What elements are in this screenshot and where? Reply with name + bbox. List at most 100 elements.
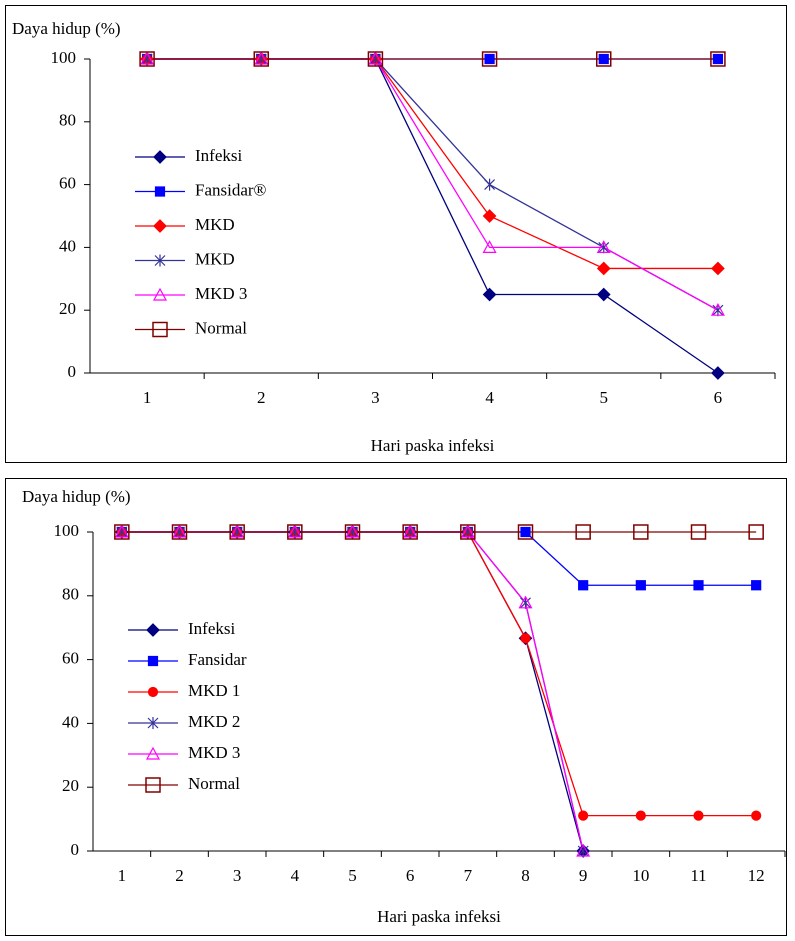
data-point	[287, 524, 303, 540]
y-tick-label: 100	[54, 521, 80, 540]
data-point	[230, 524, 245, 538]
x-tick-label: 2	[257, 388, 266, 407]
data-point	[403, 524, 418, 538]
legend-label: MKD	[195, 215, 235, 234]
data-point	[139, 51, 155, 67]
data-point	[368, 51, 383, 65]
data-point	[231, 526, 243, 538]
data-point	[484, 53, 495, 65]
y-tick-label: 20	[62, 776, 79, 795]
legend-marker	[147, 655, 159, 667]
data-point	[116, 526, 128, 538]
x-tick-label: 12	[748, 866, 765, 885]
data-point	[598, 53, 609, 65]
data-point	[710, 302, 725, 316]
x-tick-label: 1	[118, 866, 127, 885]
legend-marker	[145, 746, 161, 760]
data-point	[344, 524, 361, 540]
y-tick-label: 40	[62, 712, 79, 731]
data-point	[345, 524, 360, 538]
data-point	[404, 526, 416, 538]
data-point	[460, 524, 475, 538]
data-point	[481, 51, 498, 67]
legend-label: MKD 3	[188, 743, 240, 762]
data-point	[578, 580, 589, 591]
x-tick-label: 8	[521, 866, 530, 885]
data-point	[711, 261, 725, 276]
legend-marker	[152, 287, 168, 301]
data-point	[712, 304, 724, 317]
data-point	[578, 810, 589, 821]
legend-label: Infeksi	[188, 619, 235, 638]
x-tick-label: 4	[485, 388, 494, 407]
y-tick-label: 20	[59, 299, 76, 318]
data-point	[369, 53, 381, 65]
data-point	[576, 843, 591, 857]
data-point	[635, 810, 646, 821]
data-point	[518, 595, 533, 609]
data-point	[484, 178, 496, 191]
x-tick-label: 6	[406, 866, 415, 885]
data-point	[748, 524, 764, 540]
data-point	[229, 524, 245, 540]
data-point	[140, 51, 155, 65]
y-axis-label: Daya hidup (%)	[12, 19, 121, 38]
legend-label: MKD 1	[188, 681, 240, 700]
legend-marker	[153, 219, 167, 233]
legend-marker	[154, 254, 166, 267]
data-point	[289, 526, 301, 538]
data-point	[520, 633, 531, 644]
data-point	[141, 53, 153, 65]
chart-frame	[5, 5, 787, 463]
data-point	[520, 526, 531, 538]
series-line	[121, 531, 757, 586]
data-point	[287, 524, 302, 538]
y-tick-label: 60	[59, 174, 76, 193]
data-point	[710, 51, 726, 67]
legend-marker	[154, 186, 166, 197]
legend-marker	[146, 623, 160, 637]
data-point	[114, 524, 129, 538]
data-point	[633, 524, 649, 540]
y-tick-label: 100	[51, 48, 77, 67]
x-tick-label: 4	[291, 866, 300, 885]
x-tick-label: 2	[175, 866, 184, 885]
data-point	[482, 240, 497, 253]
x-tick-label: 5	[600, 388, 609, 407]
data-point	[711, 366, 725, 380]
legend-label: Fansidar®	[195, 180, 267, 199]
legend-label: Normal	[195, 318, 247, 337]
data-point	[114, 524, 130, 540]
legend-label: Infeksi	[195, 146, 242, 165]
x-axis-label: Hari paska infeksi	[371, 436, 495, 455]
data-point	[367, 51, 384, 67]
legend-marker	[147, 717, 159, 729]
data-point	[596, 240, 611, 253]
y-axis-label: Daya hidup (%)	[22, 487, 131, 506]
data-point	[751, 580, 762, 591]
x-tick-label: 7	[464, 866, 473, 885]
data-point	[402, 524, 418, 540]
data-point	[577, 845, 589, 857]
data-point	[482, 287, 497, 302]
data-point	[596, 261, 611, 276]
legend-marker	[145, 777, 161, 793]
x-tick-label: 5	[348, 866, 357, 885]
x-tick-label: 11	[690, 866, 706, 885]
data-point	[520, 596, 531, 609]
data-point	[693, 580, 704, 591]
y-tick-label: 0	[71, 840, 80, 859]
x-tick-label: 3	[371, 388, 380, 407]
y-tick-label: 80	[62, 585, 79, 604]
x-tick-label: 3	[233, 866, 242, 885]
data-point	[596, 51, 612, 67]
x-tick-label: 9	[579, 866, 588, 885]
data-point	[575, 524, 591, 540]
data-point	[254, 51, 269, 65]
y-tick-label: 60	[62, 649, 79, 668]
data-point	[171, 524, 188, 540]
data-point	[712, 53, 724, 65]
data-point	[693, 810, 704, 821]
y-tick-label: 80	[59, 111, 76, 130]
